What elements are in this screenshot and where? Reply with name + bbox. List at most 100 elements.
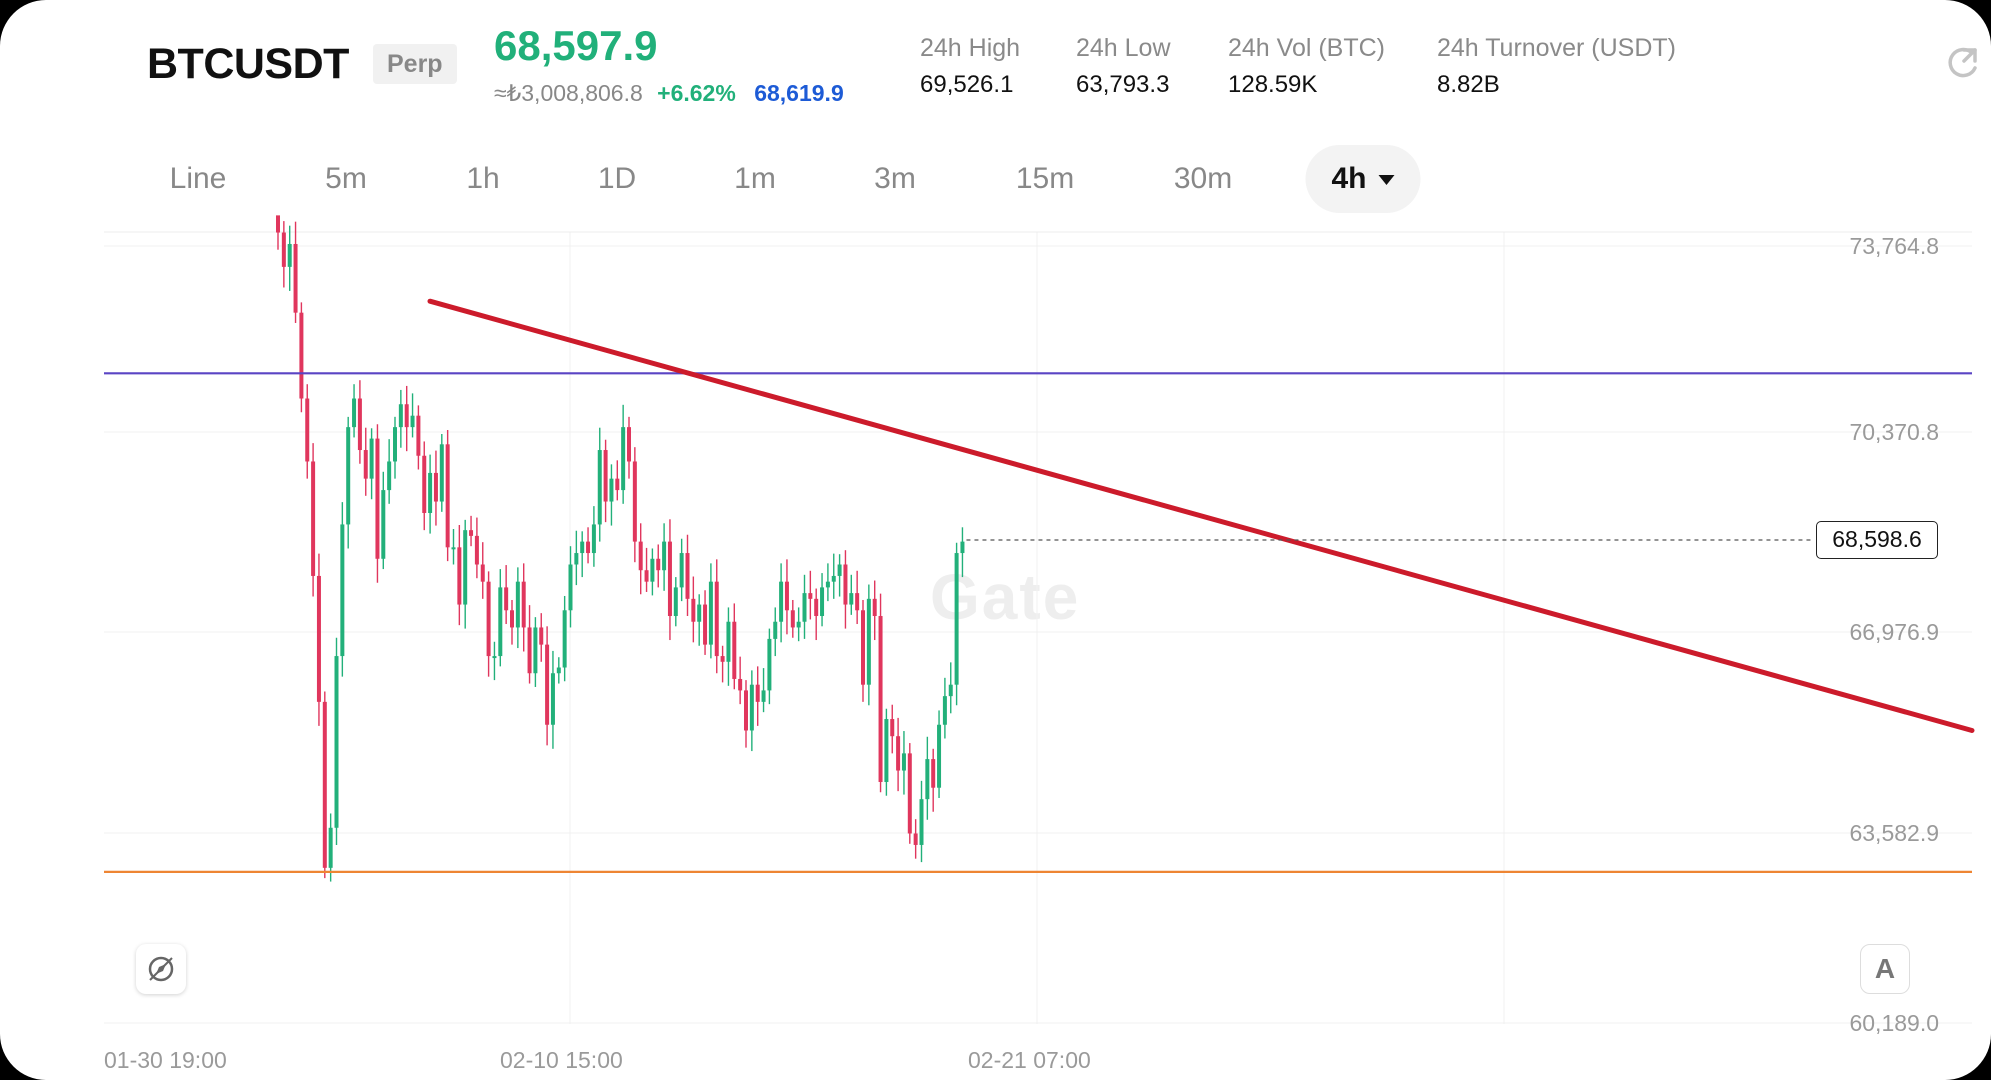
- candle-body: [357, 398, 362, 451]
- stat-value: 128.59K: [1228, 71, 1318, 98]
- candle-body: [322, 701, 327, 868]
- stat-label: 24h Turnover (USDT): [1437, 34, 1676, 62]
- candle-body: [901, 753, 906, 771]
- candle-body: [884, 719, 889, 782]
- candle-body: [732, 621, 737, 679]
- candle-body: [896, 736, 901, 771]
- candle-body: [907, 753, 912, 834]
- candle-body: [662, 541, 667, 571]
- x-tick-label: 01-30 19:00: [104, 1047, 227, 1073]
- candle-body: [433, 472, 438, 502]
- candle-body: [890, 719, 895, 737]
- candles-layer: [276, 215, 965, 882]
- candle-body: [744, 690, 748, 731]
- candle-body: [644, 570, 649, 582]
- tab-4h[interactable]: 4h: [1305, 145, 1421, 213]
- candle-body: [574, 553, 579, 565]
- refresh-icon[interactable]: [1942, 44, 1982, 84]
- candle-body: [276, 215, 280, 233]
- candle-body: [691, 598, 696, 622]
- candle-body: [404, 404, 409, 428]
- candle-body: [328, 827, 333, 868]
- candle-body: [697, 604, 702, 622]
- candle-body: [451, 547, 456, 550]
- candle-body: [638, 541, 643, 571]
- candle-body: [375, 438, 380, 559]
- stat-value: 69,526.1: [920, 71, 1014, 98]
- stat-24h-high: 24h High 69,526.1: [920, 34, 1020, 99]
- candle-body: [708, 581, 713, 645]
- candle-body: [627, 427, 631, 462]
- candle-body: [831, 575, 836, 582]
- last-price: 68,597.9: [494, 22, 658, 69]
- stat-value: 63,793.3: [1076, 71, 1170, 98]
- tab-1d[interactable]: 1D: [597, 162, 637, 195]
- candle-body: [685, 553, 690, 599]
- candle-body: [843, 564, 848, 605]
- tab-5m[interactable]: 5m: [325, 162, 367, 195]
- candle-body: [960, 541, 965, 554]
- candle-body: [872, 598, 877, 617]
- candle-body: [562, 610, 567, 668]
- candle-body: [650, 558, 655, 582]
- candle-body: [527, 627, 532, 674]
- candle-body: [293, 243, 298, 313]
- candle-body: [855, 593, 860, 611]
- candle-body: [837, 564, 842, 576]
- candle-body: [387, 461, 392, 491]
- trendline: [427, 298, 1975, 733]
- tab-1h[interactable]: 1h: [466, 162, 500, 195]
- candle-body: [510, 610, 514, 628]
- candle-body: [779, 581, 784, 622]
- candle-body: [369, 438, 374, 479]
- candle-body: [568, 564, 573, 611]
- candle-body: [632, 461, 637, 542]
- candle-body: [504, 587, 509, 611]
- compass-icon: [148, 956, 174, 982]
- candle-body: [287, 243, 292, 267]
- candle-body: [474, 535, 479, 565]
- candle-body: [586, 541, 591, 554]
- symbol-title[interactable]: BTCUSDT: [147, 40, 349, 88]
- tab-3m[interactable]: 3m: [874, 162, 916, 195]
- candle-body: [311, 461, 316, 576]
- stat-24h-volume: 24h Vol (BTC) 128.59K: [1228, 34, 1385, 99]
- candle-body: [398, 404, 403, 428]
- candle-body: [808, 593, 813, 599]
- mark-price: 68,619.9: [754, 80, 844, 106]
- compass-button[interactable]: [136, 944, 186, 994]
- candle-body: [381, 490, 386, 559]
- candle-body: [539, 627, 544, 645]
- tab-1m[interactable]: 1m: [734, 162, 776, 195]
- candle-body: [948, 684, 953, 697]
- y-tick-label: 70,370.8: [1849, 419, 1939, 445]
- candle-body: [334, 656, 339, 828]
- auto-scale-button[interactable]: A: [1860, 944, 1910, 994]
- candle-body: [457, 547, 462, 605]
- candle-body: [802, 593, 807, 622]
- candle-body: [861, 610, 865, 685]
- candle-body: [849, 593, 854, 605]
- candle-body: [820, 587, 825, 617]
- candle-body: [913, 833, 918, 845]
- stat-value: 8.82B: [1437, 71, 1500, 98]
- candle-body: [515, 581, 520, 628]
- chevron-down-icon: [1378, 175, 1395, 186]
- candle-body: [790, 610, 795, 628]
- tab-15m[interactable]: 15m: [1015, 162, 1075, 195]
- change-percent: +6.62%: [657, 80, 736, 106]
- candle-body: [416, 415, 421, 456]
- candle-body: [580, 541, 585, 554]
- x-tick-label: 02-21 07:00: [968, 1047, 1091, 1073]
- candle-body: [609, 478, 614, 502]
- candle-body: [469, 530, 474, 536]
- price-subline: ≈₺3,008,806.8 +6.62% 68,619.9: [494, 80, 844, 107]
- candle-body: [615, 478, 620, 491]
- x-tick-label: 02-10 15:00: [500, 1047, 623, 1073]
- tab-30m[interactable]: 30m: [1173, 162, 1233, 195]
- tab-line[interactable]: Line: [169, 162, 227, 195]
- y-tick-label: 73,764.8: [1849, 233, 1939, 259]
- stat-24h-turnover: 24h Turnover (USDT) 8.82B: [1437, 34, 1676, 99]
- candle-body: [714, 581, 719, 657]
